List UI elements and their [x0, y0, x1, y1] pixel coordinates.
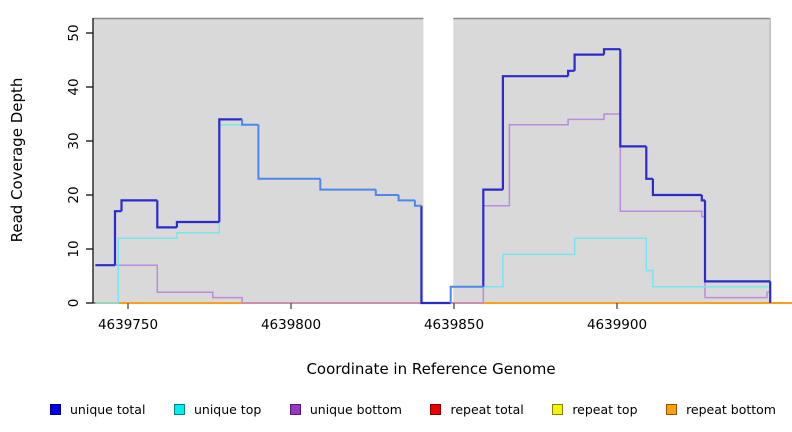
- legend-swatch-repeat-total: [430, 403, 442, 415]
- legend-item-repeat-top: repeat top: [552, 401, 638, 417]
- legend-item-repeat-bottom: repeat bottom: [666, 402, 776, 417]
- axes: 4639750 4639800 4639850 4639900 0 10 20 30 40 50: [66, 24, 647, 333]
- legend-label: repeat bottom: [686, 401, 776, 417]
- x-tick-label-4639900: 4639900: [587, 317, 647, 333]
- series-lines: [95, 48, 792, 305]
- legend-label: unique total: [70, 401, 146, 417]
- legend-item-unique-bottom: unique bottom: [289, 401, 402, 417]
- shaded-region: [453, 19, 771, 303]
- legend-swatch-repeat-top: [552, 403, 564, 415]
- y-axis-title: Read Coverage Depth: [8, 78, 26, 243]
- y-tick-label-30: 30: [66, 132, 82, 149]
- x-tick-label-4639850: 4639850: [424, 317, 484, 333]
- series-line-unique-total-overlap: [241, 119, 484, 303]
- shaded-regions: [93, 19, 771, 303]
- y-tick-label-50: 50: [66, 24, 82, 41]
- legend-label: unique top: [193, 401, 262, 417]
- x-tick-label-4639750: 4639750: [98, 317, 158, 333]
- x-axis-title: Coordinate in Reference Genome: [306, 360, 555, 378]
- legend-swatch-unique-top: [173, 403, 185, 415]
- y-tick-label-40: 40: [66, 78, 82, 95]
- legend-item-unique-total: unique total: [50, 402, 145, 417]
- y-tick-label-10: 10: [66, 240, 82, 257]
- legend-swatch-unique-total: [50, 403, 61, 415]
- legend-item-unique-top: unique top: [173, 401, 262, 417]
- legend-item-repeat-total: repeat total: [430, 401, 524, 417]
- x-tick-label-4639800: 4639800: [261, 317, 321, 333]
- series-line-unique-total: [95, 48, 772, 305]
- y-tick-label-0: 0: [66, 299, 82, 308]
- legend-label: unique bottom: [309, 401, 402, 417]
- legend-swatch-repeat-bottom: [666, 403, 678, 415]
- y-tick-label-20: 20: [66, 186, 82, 203]
- legend: unique total unique top unique bottom repea…: [0, 394, 792, 424]
- legend-swatch-unique-bottom: [289, 403, 301, 415]
- coverage-plot: 4639750 4639800 4639850 463990001020304050 …: [8, 17, 792, 378]
- legend-label: repeat top: [572, 401, 638, 417]
- legend-label: repeat total: [450, 401, 524, 417]
